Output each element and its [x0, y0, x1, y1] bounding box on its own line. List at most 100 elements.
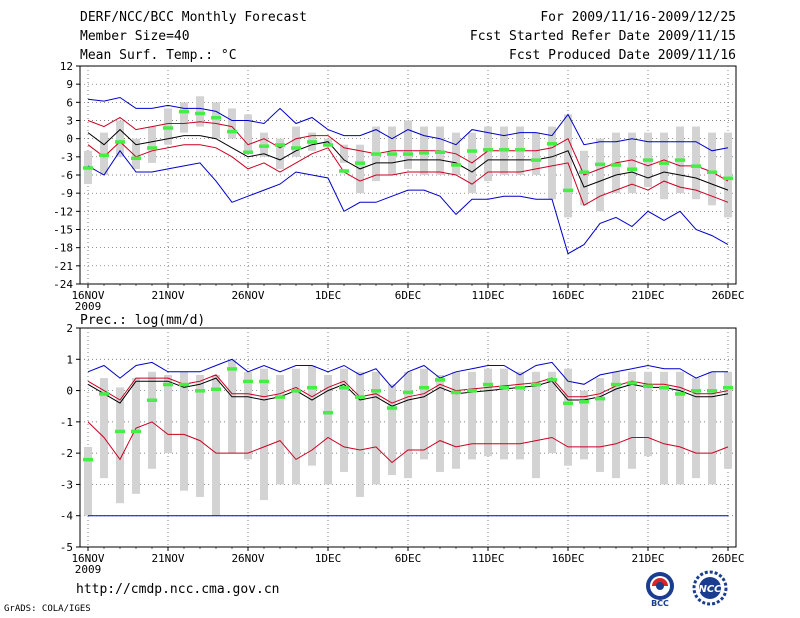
- median-marker: [483, 382, 493, 387]
- ensemble-box: [196, 374, 204, 497]
- median-marker: [291, 389, 301, 393]
- ensemble-box: [692, 378, 700, 479]
- median-marker: [131, 429, 141, 434]
- median-marker: [323, 143, 333, 147]
- median-marker: [595, 162, 605, 167]
- ensemble-box: [724, 371, 732, 469]
- x-tick-label: 21NOV: [151, 552, 184, 565]
- median-marker: [675, 392, 685, 396]
- x-tick-label: 21DEC: [631, 552, 664, 565]
- median-marker: [307, 385, 317, 390]
- series-lower-line: [87, 421, 729, 464]
- ensemble-box: [244, 371, 252, 460]
- x-tick-label: 21DEC: [631, 289, 664, 302]
- median-marker: [531, 382, 541, 387]
- ensemble-box: [372, 371, 380, 485]
- median-marker: [195, 111, 205, 116]
- ensemble-box: [628, 132, 636, 194]
- series-mean-line: [87, 377, 729, 407]
- median-marker: [451, 163, 461, 167]
- ensemble-box: [100, 378, 108, 479]
- ensemble-box: [292, 368, 300, 485]
- y-tick-label: 9: [66, 78, 73, 91]
- median-marker: [627, 381, 637, 385]
- y-tick-label: -6: [60, 169, 73, 182]
- median-marker: [115, 140, 125, 144]
- ensemble-box: [564, 368, 572, 466]
- x-tick-label: 16NOV: [71, 552, 104, 565]
- median-marker: [403, 152, 413, 156]
- series-upper-line: [87, 116, 729, 182]
- ensemble-box: [260, 368, 268, 501]
- median-marker: [483, 148, 493, 152]
- ensemble-box: [404, 371, 412, 479]
- ensemble-box: [708, 132, 716, 206]
- ensemble-box: [644, 371, 652, 457]
- median-marker: [115, 429, 125, 434]
- median-marker: [227, 367, 237, 371]
- x-tick-label: 16NOV: [71, 289, 104, 302]
- x-tick-year: 2009: [75, 563, 102, 576]
- median-marker: [419, 151, 429, 155]
- median-marker: [387, 406, 397, 410]
- ncc-logo-text: NCC: [698, 584, 722, 595]
- median-marker: [611, 163, 621, 167]
- ensemble-box: [532, 132, 540, 175]
- median-marker: [371, 389, 381, 393]
- median-marker: [723, 385, 733, 390]
- ensemble-box: [404, 120, 412, 169]
- median-marker: [659, 161, 669, 165]
- x-tick-label: 16DEC: [551, 552, 584, 565]
- x-tick-label: 1DEC: [315, 552, 342, 565]
- produced-date: Fcst Produced Date 2009/11/16: [509, 48, 736, 63]
- median-marker: [355, 395, 365, 399]
- ensemble-box: [420, 368, 428, 460]
- median-marker: [387, 152, 397, 156]
- x-tick-label: 11DEC: [471, 552, 504, 565]
- median-marker: [515, 385, 525, 390]
- bcc-logo-text: BCC: [651, 599, 669, 608]
- y-tick-label: -4: [60, 510, 74, 523]
- median-marker: [531, 158, 541, 162]
- series-mean-line: [87, 128, 729, 191]
- median-marker: [179, 109, 189, 114]
- median-marker: [275, 395, 285, 399]
- series-lower-line: [87, 141, 729, 207]
- y-tick-label: -9: [60, 187, 73, 200]
- x-tick-label: 26DEC: [711, 289, 744, 302]
- y-tick-label: 0: [66, 385, 73, 398]
- ensemble-box: [324, 374, 332, 485]
- ensemble-box: [692, 126, 700, 200]
- median-marker: [435, 378, 445, 382]
- ensemble-box: [484, 126, 492, 182]
- median-marker: [499, 148, 509, 152]
- median-marker: [259, 379, 269, 384]
- median-marker: [243, 150, 253, 154]
- ensemble-box: [612, 371, 620, 479]
- ensemble-box: [532, 371, 540, 479]
- ensemble-box: [596, 138, 604, 212]
- median-marker: [195, 389, 205, 393]
- x-tick-label: 1DEC: [315, 289, 342, 302]
- y-tick-label: 2: [66, 322, 73, 335]
- ensemble-box: [148, 126, 156, 163]
- median-marker: [643, 158, 653, 162]
- ensemble-box: [84, 446, 92, 516]
- y-tick-label: -1: [60, 416, 73, 429]
- median-marker: [691, 164, 701, 168]
- median-marker: [307, 140, 317, 144]
- median-marker: [99, 392, 109, 396]
- median-marker: [243, 379, 253, 384]
- median-marker: [547, 378, 557, 382]
- ensemble-box: [212, 374, 220, 516]
- y-tick-label: 1: [66, 353, 73, 366]
- grads-credit: GrADS: COLA/IGES: [4, 604, 91, 614]
- source-url[interactable]: http://cmdp.ncc.cma.gov.cn: [76, 582, 280, 597]
- median-marker: [563, 401, 573, 406]
- y-tick-label: -24: [53, 278, 73, 291]
- x-tick-label: 6DEC: [395, 289, 422, 302]
- ensemble-box: [708, 371, 716, 485]
- ensemble-box: [500, 368, 508, 460]
